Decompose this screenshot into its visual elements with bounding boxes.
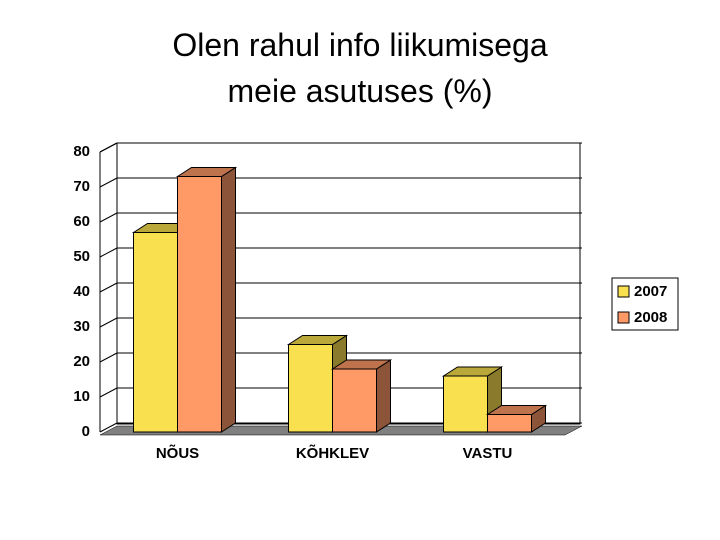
grid-line: [99, 422, 118, 433]
y-tick-label: 30: [73, 318, 90, 335]
legend-swatch: [617, 311, 630, 324]
legend-label: 2007: [634, 283, 667, 300]
grid-line: [99, 282, 118, 293]
y-tick-label: 80: [73, 143, 90, 160]
grid-line: [99, 387, 118, 398]
y-tick-label: 20: [73, 353, 90, 370]
x-tick-label: VASTU: [463, 445, 513, 462]
bar: [487, 414, 532, 433]
y-tick-label: 60: [73, 213, 90, 230]
legend-swatch: [617, 285, 630, 298]
x-tick-label: NÕUS: [156, 444, 199, 462]
bar: [332, 368, 377, 433]
grid-line: [99, 212, 118, 223]
y-tick-label: 10: [73, 388, 90, 405]
y-tick-label: 40: [73, 283, 90, 300]
grid-line: [99, 352, 118, 363]
bar: [133, 232, 178, 433]
bar-side: [221, 166, 236, 433]
y-tick-label: 70: [73, 178, 90, 195]
grid-line: [99, 142, 118, 153]
chart-title: Olen rahul info liikumisega meie asutuse…: [172, 27, 548, 109]
bar: [177, 176, 222, 433]
bar-side: [376, 359, 391, 433]
y-tick-label: 0: [82, 423, 90, 440]
x-tick-label: KÕHKLEV: [296, 444, 369, 462]
grid-line: [99, 177, 118, 188]
grid-line: [99, 247, 118, 258]
bar: [443, 375, 488, 433]
y-tick-label: 50: [73, 248, 90, 265]
bar: [288, 344, 333, 433]
grid-line: [99, 317, 118, 328]
legend-label: 2008: [634, 309, 667, 326]
